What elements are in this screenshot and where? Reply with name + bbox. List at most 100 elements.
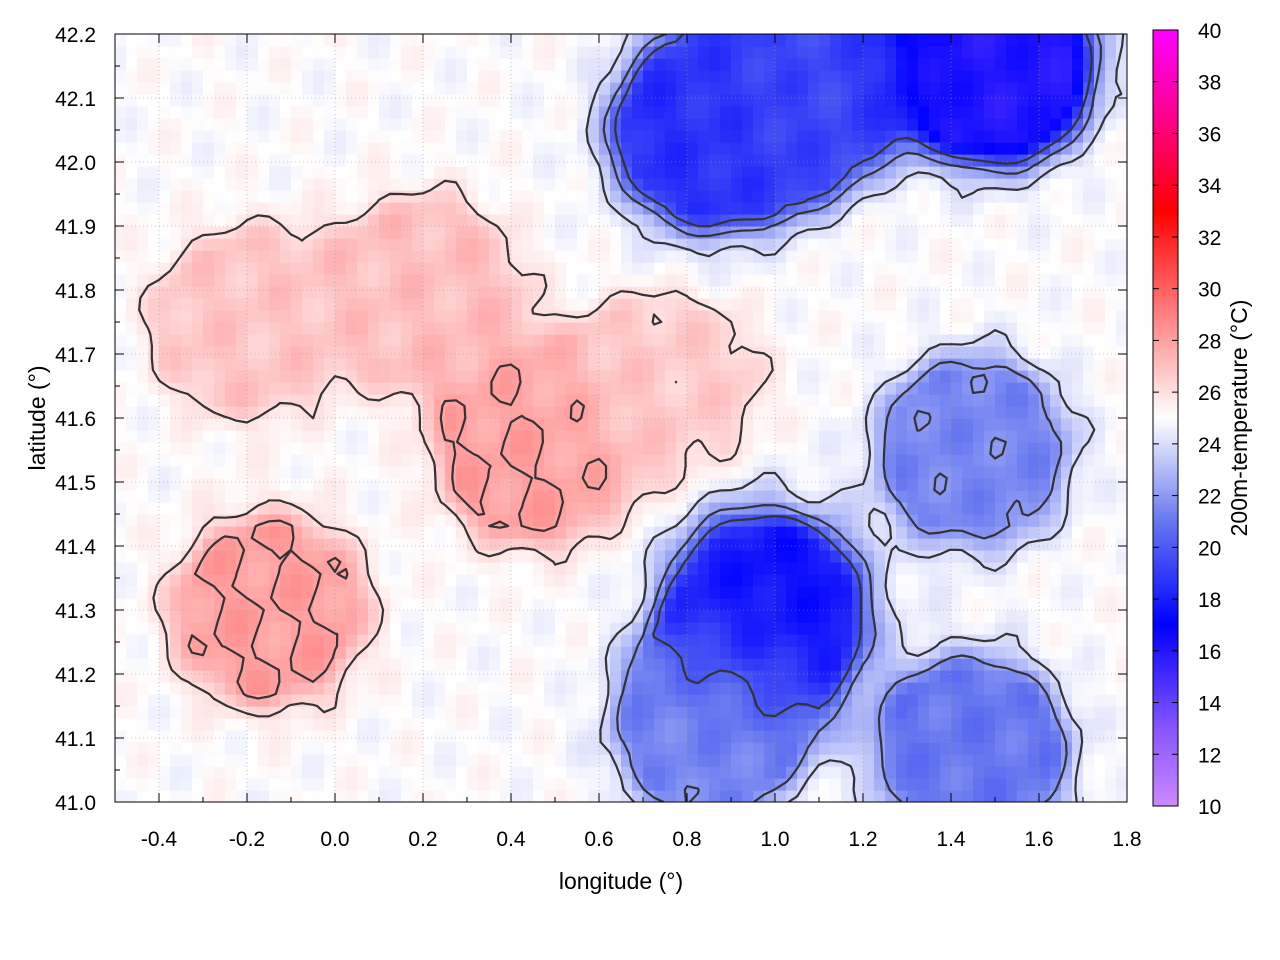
- field-cell: [423, 250, 435, 263]
- field-cell: [500, 346, 512, 359]
- field-cell: [445, 766, 457, 779]
- field-cell: [720, 310, 732, 323]
- field-cell: [610, 322, 622, 335]
- field-cell: [555, 790, 567, 802]
- field-cell: [885, 790, 897, 802]
- field-cell: [412, 478, 424, 491]
- field-cell: [720, 658, 732, 671]
- field-cell: [896, 190, 908, 203]
- field-cell: [676, 598, 688, 611]
- field-cell: [786, 478, 798, 491]
- field-cell: [830, 466, 842, 479]
- field-cell: [467, 226, 479, 239]
- field-cell: [445, 586, 457, 599]
- field-cell: [720, 190, 732, 203]
- field-cell: [841, 730, 853, 743]
- field-cell: [269, 790, 281, 802]
- field-cell: [203, 442, 215, 455]
- field-cell: [962, 670, 974, 683]
- field-cell: [258, 142, 270, 155]
- field-cell: [335, 598, 347, 611]
- field-cell: [786, 154, 798, 167]
- field-cell: [742, 298, 754, 311]
- field-cell: [863, 274, 875, 287]
- field-cell: [775, 790, 787, 802]
- field-cell: [720, 274, 732, 287]
- field-cell: [291, 334, 303, 347]
- field-cell: [1105, 766, 1117, 779]
- field-cell: [401, 358, 413, 371]
- field-cell: [753, 178, 765, 191]
- field-cell: [500, 154, 512, 167]
- field-cell: [478, 346, 490, 359]
- field-cell: [797, 466, 809, 479]
- field-cell: [434, 754, 446, 767]
- field-cell: [280, 502, 292, 515]
- field-cell: [181, 646, 193, 659]
- field-cell: [599, 670, 611, 683]
- field-cell: [544, 706, 556, 719]
- field-cell: [698, 670, 710, 683]
- field-cell: [896, 334, 908, 347]
- field-cell: [423, 166, 435, 179]
- field-cell: [445, 718, 457, 731]
- field-cell: [313, 142, 325, 155]
- field-cell: [742, 430, 754, 443]
- field-cell: [467, 418, 479, 431]
- field-cell: [907, 178, 919, 191]
- field-cell: [676, 250, 688, 263]
- field-cell: [214, 670, 226, 683]
- field-cell: [313, 406, 325, 419]
- field-cell: [533, 310, 545, 323]
- field-cell: [1061, 538, 1073, 551]
- field-cell: [1105, 370, 1117, 383]
- field-cell: [808, 238, 820, 251]
- field-cell: [544, 670, 556, 683]
- field-cell: [841, 550, 853, 563]
- field-cell: [698, 238, 710, 251]
- field-cell: [456, 478, 468, 491]
- field-cell: [984, 298, 996, 311]
- field-cell: [588, 598, 600, 611]
- field-cell: [753, 238, 765, 251]
- field-cell: [852, 478, 864, 491]
- field-cell: [390, 298, 402, 311]
- field-cell: [742, 598, 754, 611]
- field-cell: [1072, 478, 1084, 491]
- field-cell: [566, 790, 578, 802]
- field-cell: [786, 718, 798, 731]
- field-cell: [467, 178, 479, 191]
- field-cell: [742, 766, 754, 779]
- field-cell: [192, 622, 204, 635]
- field-cell: [720, 178, 732, 191]
- field-cell: [599, 514, 611, 527]
- field-cell: [313, 706, 325, 719]
- field-cell: [511, 394, 523, 407]
- field-cell: [324, 274, 336, 287]
- field-cell: [511, 238, 523, 251]
- field-cell: [654, 718, 666, 731]
- field-cell: [995, 622, 1007, 635]
- field-cell: [610, 250, 622, 263]
- field-cell: [434, 322, 446, 335]
- field-cell: [665, 790, 677, 802]
- field-cell: [874, 778, 886, 791]
- field-cell: [181, 286, 193, 299]
- field-cell: [478, 394, 490, 407]
- field-cell: [324, 574, 336, 587]
- field-cell: [456, 538, 468, 551]
- field-cell: [335, 250, 347, 263]
- field-cell: [192, 706, 204, 719]
- field-cell: [1116, 478, 1127, 491]
- field-cell: [995, 550, 1007, 563]
- field-cell: [698, 526, 710, 539]
- field-cell: [786, 370, 798, 383]
- field-cell: [698, 346, 710, 359]
- field-cell: [698, 262, 710, 275]
- field-cell: [181, 790, 193, 802]
- field-cell: [874, 754, 886, 767]
- field-cell: [313, 586, 325, 599]
- field-cell: [753, 322, 765, 335]
- field-cell: [643, 646, 655, 659]
- field-cell: [434, 790, 446, 802]
